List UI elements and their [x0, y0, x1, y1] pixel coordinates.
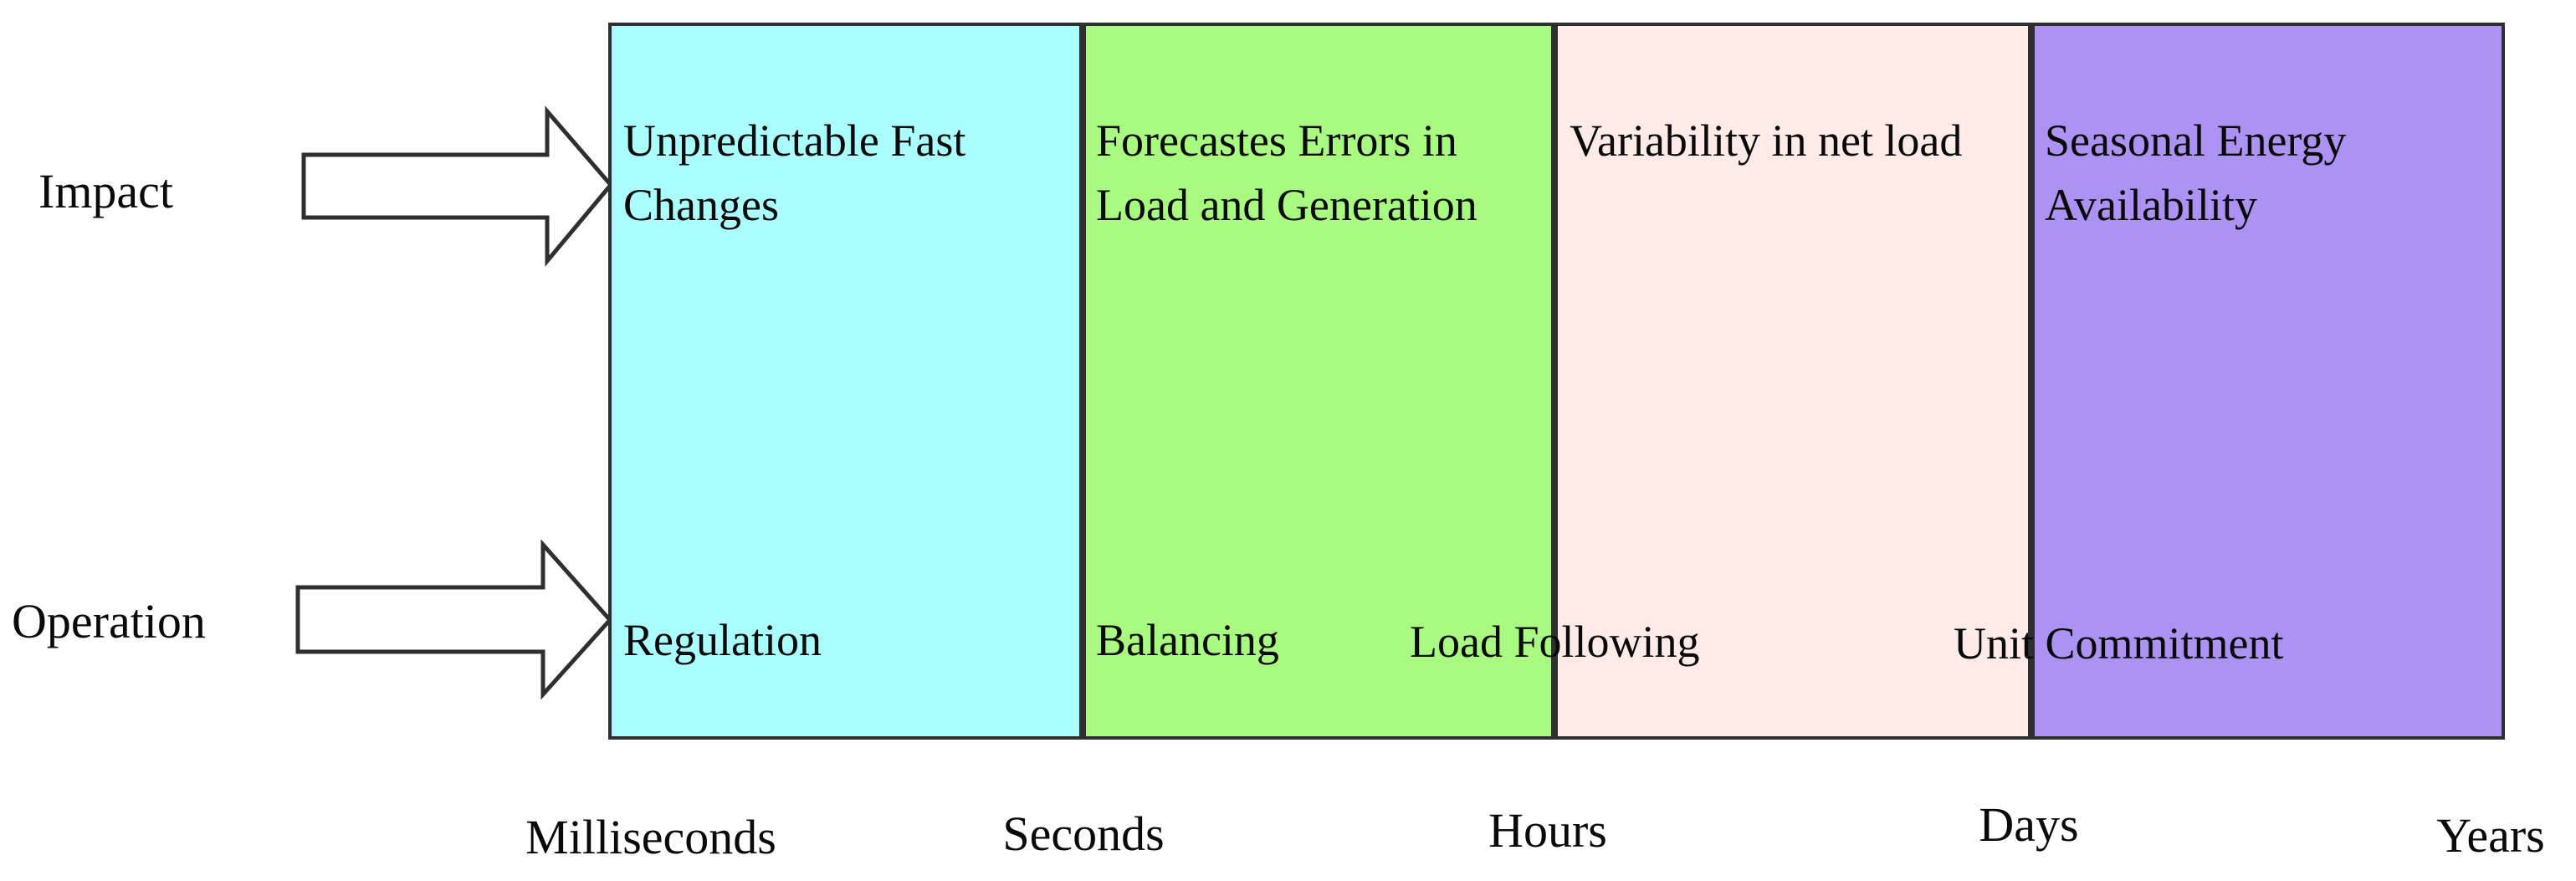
operation-arrow-icon — [295, 539, 613, 700]
impact-arrow-icon — [301, 105, 614, 267]
timeline-label-hours: Hours — [1488, 803, 1607, 858]
operation-row-label: Operation — [12, 594, 206, 648]
timeline-label-milliseconds: Milliseconds — [525, 810, 776, 864]
operation-text-load-following: Load Following — [1410, 617, 1700, 667]
operation-text-regulation: Regulation — [623, 615, 822, 665]
block-seconds-hours — [1083, 23, 1554, 740]
timeline-label-years: Years — [2436, 808, 2545, 863]
timeline-label-seconds: Seconds — [1002, 807, 1165, 861]
impact-text-variability-net-load: Variability in net load — [1570, 115, 1963, 166]
impact-text-unpredictable-fast-changes: Unpredictable Fast Changes — [623, 115, 966, 230]
operation-text-balancing: Balancing — [1096, 615, 1279, 665]
operation-text-unit-commitment: Unit Commitment — [1954, 618, 2284, 668]
block-hours-days — [1554, 23, 2031, 740]
impact-text-forecast-errors: Forecastes Errors in Load and Generation — [1096, 115, 1477, 230]
block-milliseconds-seconds — [608, 23, 1083, 740]
timeline-label-days: Days — [1979, 797, 2079, 852]
impact-row-label: Impact — [38, 164, 174, 218]
block-days-years — [2031, 23, 2505, 740]
impact-text-seasonal-energy: Seasonal Energy Availability — [2045, 115, 2347, 230]
